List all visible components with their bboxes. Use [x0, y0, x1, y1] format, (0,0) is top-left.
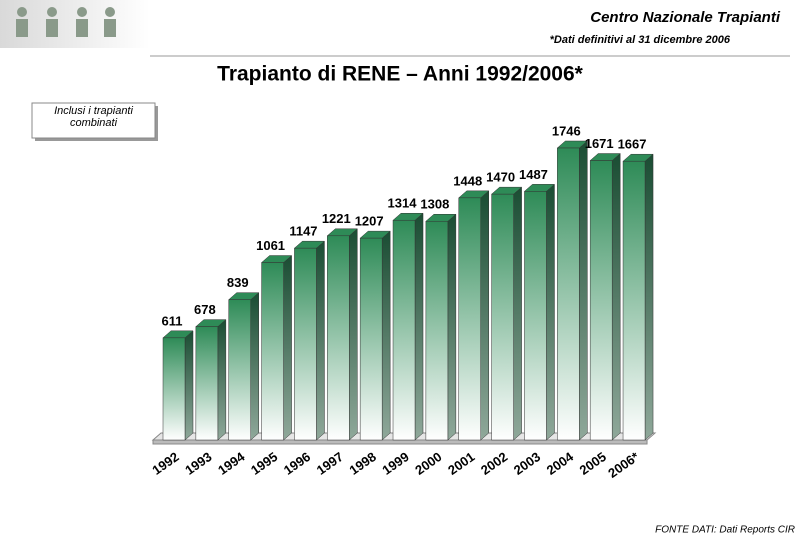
bar-front	[458, 197, 481, 441]
bar	[326, 228, 358, 441]
bar-front	[491, 193, 514, 441]
source: FONTE DATI: Dati Reports CIR	[655, 525, 795, 536]
bar-front	[261, 262, 284, 441]
x-tick-label: 1995	[248, 449, 280, 478]
floor-front	[152, 439, 648, 445]
bar-side	[611, 152, 621, 441]
bar	[293, 240, 326, 441]
bar	[622, 153, 654, 441]
x-tick-label: 1998	[347, 449, 379, 478]
bar-front	[228, 299, 251, 441]
bar-front	[195, 326, 219, 441]
bar-side	[316, 240, 325, 441]
bar-front	[327, 235, 350, 441]
note: Inclusi i trapianti combinati	[54, 105, 133, 129]
bar-side	[644, 153, 654, 441]
chart-title: Trapianto di RENE – Anni 1992/2006*	[217, 63, 584, 86]
bar-front	[557, 147, 580, 441]
bar-side	[414, 212, 424, 441]
bar-side	[447, 213, 457, 441]
org-name: Centro Nazionale Trapianti	[590, 9, 781, 26]
bar	[458, 190, 490, 441]
bar	[392, 212, 424, 441]
x-tick-label: 2003	[511, 449, 543, 478]
logo	[16, 7, 116, 37]
value-label: 1746	[552, 123, 581, 138]
bar-side	[480, 190, 489, 441]
bar-side	[250, 292, 259, 441]
bar-side	[283, 255, 292, 441]
bar-front	[589, 160, 613, 441]
x-tick-label: 2001	[445, 449, 477, 478]
x-tick-label: 1999	[379, 449, 411, 478]
x-tick-label: 1992	[149, 449, 181, 478]
value-label: 1061	[256, 238, 285, 253]
bar	[228, 292, 260, 441]
bar-side	[579, 140, 588, 441]
bar	[195, 319, 227, 441]
bar-front	[425, 221, 449, 441]
bar	[523, 183, 556, 441]
bar-side	[349, 228, 358, 441]
value-label: 1147	[289, 224, 317, 239]
x-tick-label: 2005	[577, 449, 609, 478]
value-label: 1470	[486, 170, 515, 185]
plot: 611 1992 678 1993 839 1994 1061 1995 1147 1996 122…	[149, 123, 657, 481]
value-label: 1207	[355, 214, 384, 229]
header-subtitle: *Dati definitivi al 31 dicembre 2006	[550, 34, 731, 46]
bar-front	[524, 191, 547, 441]
bar-side	[184, 330, 194, 441]
value-label: 1308	[420, 197, 449, 212]
value-label: 1487	[519, 167, 548, 182]
bar-front	[162, 337, 186, 441]
bar	[162, 330, 194, 441]
value-label: 1448	[453, 173, 482, 188]
x-tick-label: 1996	[281, 449, 313, 478]
bar-front	[359, 237, 383, 441]
note-wrap: Inclusi i trapianti combinati	[54, 105, 133, 129]
value-label: 1667	[618, 137, 647, 152]
x-tick-label: 1997	[314, 449, 346, 478]
value-label: 1221	[322, 211, 351, 226]
bar	[359, 230, 391, 441]
x-tick-label: 1994	[215, 449, 248, 478]
value-label: 611	[162, 313, 183, 328]
value-label: 678	[194, 302, 216, 317]
note-box	[31, 102, 156, 139]
bar	[589, 152, 621, 441]
bar-side	[546, 183, 555, 441]
bar-side	[513, 186, 522, 441]
bar	[425, 213, 457, 441]
x-tick-label: 2002	[478, 449, 510, 478]
x-tick-label: 1993	[182, 449, 214, 478]
bar-front	[392, 219, 416, 441]
x-tick-label: 2006*	[605, 448, 642, 480]
value-label: 1671	[585, 136, 614, 151]
value-label: 1314	[388, 196, 418, 211]
x-tick-label: 2004	[544, 449, 577, 478]
bar	[556, 140, 588, 441]
bar-front	[294, 247, 317, 441]
bar	[490, 186, 523, 441]
bar-side	[217, 319, 227, 441]
bar	[260, 255, 293, 441]
value-label: 839	[227, 275, 249, 290]
x-tick-label: 2000	[412, 449, 444, 478]
bar-side	[381, 230, 391, 441]
bar-front	[622, 160, 646, 441]
